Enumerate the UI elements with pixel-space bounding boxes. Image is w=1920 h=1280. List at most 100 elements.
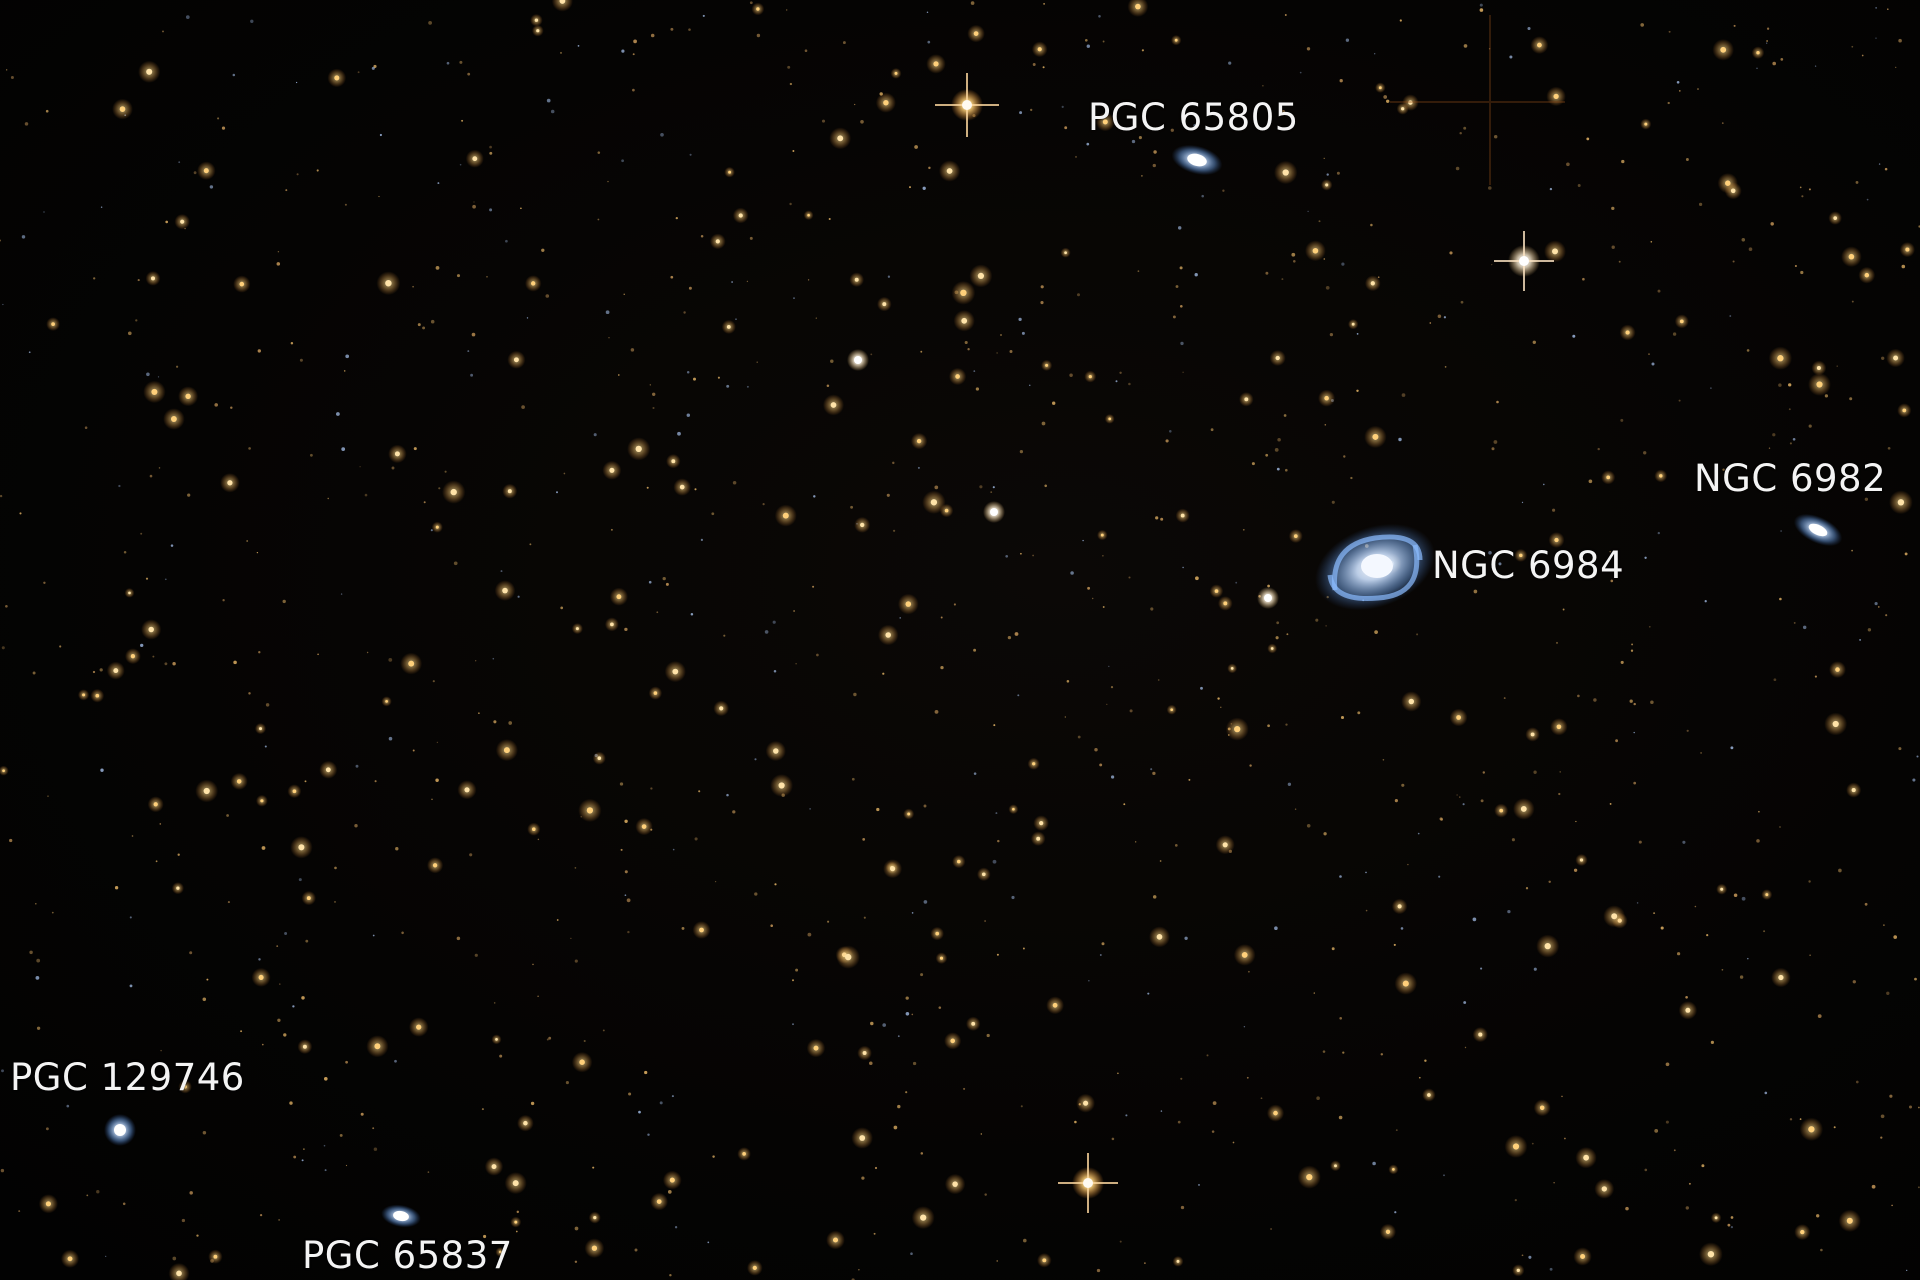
faint-star	[1179, 304, 1183, 308]
faint-star	[1325, 285, 1330, 290]
faint-star	[813, 495, 816, 498]
faint-star	[815, 317, 817, 319]
bright-star	[1707, 1250, 1715, 1258]
faint-star	[1014, 632, 1019, 636]
faint-star	[1249, 764, 1252, 767]
faint-star	[1629, 699, 1633, 703]
faint-star	[162, 30, 164, 33]
faint-star	[1650, 700, 1654, 704]
faint-star	[1559, 771, 1561, 773]
faint-star	[940, 665, 944, 670]
faint-star	[1833, 1126, 1836, 1129]
faint-star	[574, 1260, 578, 1264]
faint-star	[0, 1168, 5, 1173]
faint-star	[355, 764, 359, 768]
faint-star	[1182, 566, 1184, 569]
faint-star	[430, 529, 433, 532]
faint-star	[910, 1252, 913, 1255]
faint-star	[453, 561, 458, 566]
faint-star	[828, 217, 831, 221]
faint-star	[1086, 44, 1091, 48]
faint-star	[1866, 198, 1869, 201]
bright-star	[1554, 537, 1559, 543]
bright-star	[507, 489, 512, 494]
bright-star	[1583, 1154, 1590, 1161]
faint-star	[1548, 880, 1551, 884]
bright-star	[1241, 951, 1248, 958]
faint-star	[1365, 909, 1368, 912]
bright-star	[1037, 47, 1042, 52]
bright-star	[575, 627, 579, 631]
faint-star	[624, 627, 628, 632]
faint-star	[1657, 289, 1661, 293]
bright-star	[679, 484, 685, 490]
faint-star	[1251, 462, 1255, 466]
faint-star	[665, 582, 669, 586]
bright-star	[1273, 1110, 1278, 1116]
faint-star	[711, 512, 715, 516]
faint-star	[787, 65, 791, 69]
faint-star	[417, 323, 421, 327]
faint-star	[1650, 241, 1653, 243]
faint-star	[1200, 686, 1203, 690]
faint-star	[793, 297, 795, 299]
faint-star	[563, 472, 566, 475]
faint-star	[1429, 322, 1432, 324]
faint-star	[546, 1038, 549, 1041]
faint-star	[674, 1226, 678, 1229]
faint-star	[863, 916, 866, 919]
faint-star	[1918, 1106, 1920, 1109]
bright-star	[1275, 355, 1280, 361]
faint-star	[1874, 602, 1878, 606]
bright-star	[1042, 1258, 1047, 1263]
faint-star	[1023, 1238, 1027, 1243]
faint-star	[624, 819, 628, 823]
bright-star	[1012, 807, 1015, 811]
faint-star	[193, 171, 197, 175]
faint-star	[475, 660, 477, 662]
faint-star	[18, 1210, 21, 1213]
faint-star	[774, 883, 777, 886]
faint-star	[1880, 1136, 1883, 1139]
faint-star	[1323, 258, 1326, 260]
bright-star	[472, 156, 478, 162]
faint-star	[1780, 58, 1784, 61]
faint-star	[1814, 65, 1817, 67]
faint-star	[435, 266, 440, 270]
bright-star	[1625, 330, 1630, 335]
faint-star	[469, 853, 473, 857]
faint-star	[749, 1, 753, 5]
faint-star	[1180, 1205, 1185, 1210]
bright-star	[325, 767, 331, 773]
bright-star	[153, 802, 158, 807]
faint-star	[371, 66, 375, 70]
faint-star	[379, 133, 382, 137]
faint-star	[1383, 95, 1388, 99]
spike-star	[1058, 1153, 1118, 1213]
faint-star	[1041, 421, 1046, 426]
faint-star	[656, 611, 659, 614]
faint-star	[1756, 839, 1760, 843]
bright-star	[1408, 698, 1415, 705]
faint-star	[1904, 552, 1908, 556]
faint-star	[702, 14, 705, 17]
faint-star	[1710, 1040, 1714, 1044]
bright-star	[1064, 251, 1067, 255]
faint-star	[430, 319, 435, 324]
bright-star	[203, 168, 209, 174]
faint-star	[500, 570, 503, 573]
faint-star	[1509, 55, 1513, 59]
faint-star	[1416, 633, 1419, 636]
faint-star	[735, 318, 737, 320]
faint-star	[1401, 393, 1406, 397]
bright-star	[1606, 475, 1611, 480]
bright-star	[742, 1152, 746, 1156]
bright-star	[738, 213, 743, 218]
bright-star	[905, 601, 912, 607]
faint-star	[1074, 1120, 1077, 1124]
faint-star	[1721, 968, 1724, 971]
faint-star	[583, 1039, 586, 1043]
faint-star	[189, 951, 193, 955]
faint-star	[693, 377, 696, 381]
